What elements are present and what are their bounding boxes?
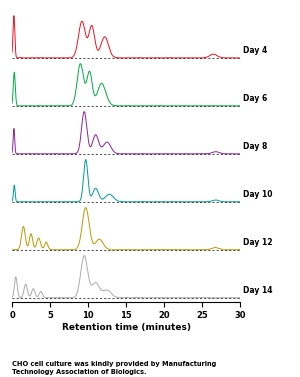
Text: Day 6: Day 6 (243, 94, 267, 103)
Text: Day 14: Day 14 (243, 286, 272, 295)
Text: CHO cell culture was kindly provided by Manufacturing
Technology Association of : CHO cell culture was kindly provided by … (12, 361, 216, 375)
Text: Day 10: Day 10 (243, 190, 272, 199)
X-axis label: Retention time (minutes): Retention time (minutes) (61, 323, 191, 332)
Text: Day 12: Day 12 (243, 238, 272, 247)
Text: Day 4: Day 4 (243, 46, 267, 55)
Text: Day 8: Day 8 (243, 142, 267, 151)
